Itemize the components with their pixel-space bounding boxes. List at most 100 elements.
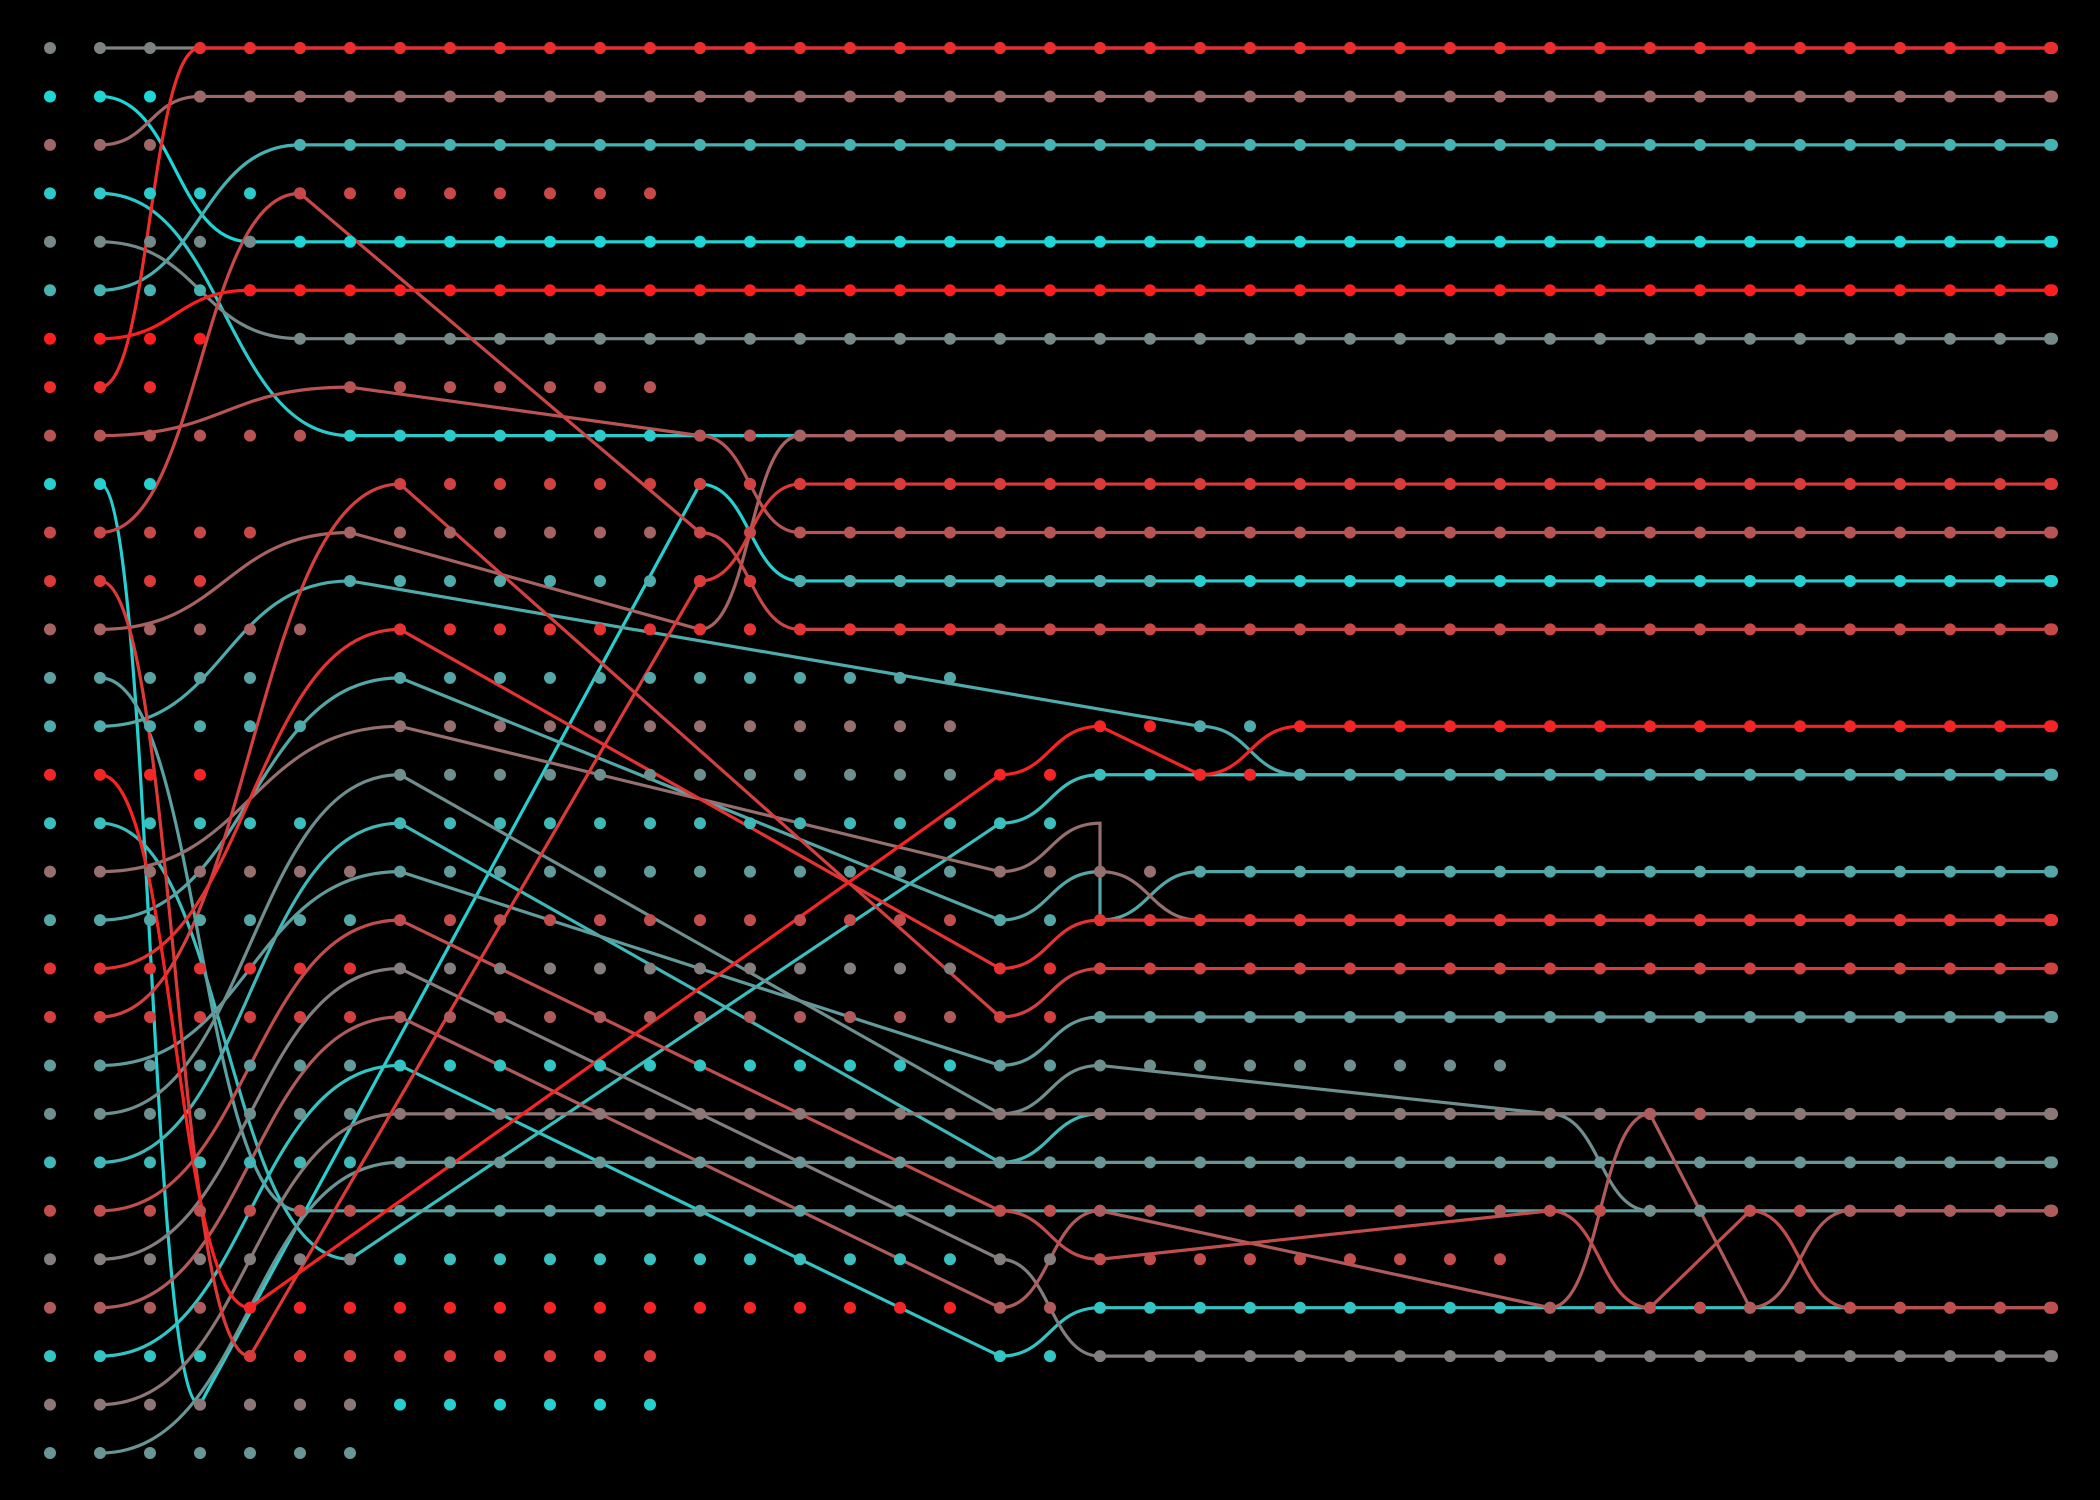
data-point	[994, 623, 1006, 636]
data-point	[1494, 1350, 1506, 1363]
data-point	[1894, 90, 1906, 103]
data-point	[944, 332, 956, 345]
data-point	[544, 1253, 556, 1266]
series-line-18	[99, 94, 2050, 147]
data-point	[1094, 623, 1106, 636]
start-marker	[44, 1301, 56, 1314]
data-point	[994, 429, 1006, 442]
data-point	[494, 865, 506, 878]
data-point	[1894, 235, 1906, 248]
data-point	[894, 817, 906, 830]
data-point	[594, 478, 606, 491]
data-point	[944, 623, 956, 636]
data-point	[1494, 284, 1506, 297]
data-point	[344, 381, 356, 394]
start-marker	[44, 1253, 56, 1266]
data-point	[694, 720, 706, 733]
data-point	[794, 429, 806, 442]
data-point	[1444, 138, 1456, 151]
data-point	[1144, 1253, 1156, 1266]
data-point	[694, 1011, 706, 1023]
data-point	[644, 381, 656, 394]
data-point	[1444, 768, 1456, 781]
data-point	[1794, 235, 1806, 248]
data-point	[1444, 332, 1456, 345]
data-point	[1894, 332, 1906, 345]
data-point	[1344, 429, 1356, 442]
data-point	[694, 478, 706, 491]
data-point	[394, 817, 406, 830]
data-point	[94, 720, 106, 733]
data-point	[994, 914, 1006, 927]
data-point	[744, 574, 756, 587]
data-point	[1444, 865, 1456, 878]
data-point	[194, 90, 206, 103]
data-point	[1394, 332, 1406, 345]
data-point	[1294, 914, 1306, 927]
data-point	[544, 1059, 556, 1072]
data-point	[1494, 1059, 1506, 1072]
data-point	[844, 720, 856, 733]
data-point	[194, 429, 206, 442]
data-point	[1594, 332, 1606, 345]
data-point	[144, 914, 156, 927]
data-point	[1144, 284, 1156, 297]
data-point	[1944, 90, 1956, 103]
data-point	[544, 865, 556, 878]
series-line-3	[99, 1063, 2050, 1358]
data-point	[1894, 1156, 1906, 1169]
data-point	[1444, 1204, 1456, 1217]
data-point	[144, 865, 156, 878]
series-line-15	[99, 966, 2050, 1358]
data-point	[1644, 720, 1656, 733]
start-marker	[44, 623, 56, 636]
data-point	[444, 478, 456, 491]
data-point	[1694, 526, 1706, 539]
data-point	[194, 865, 206, 878]
data-point	[794, 914, 806, 927]
data-point	[1694, 1156, 1706, 1169]
data-point	[1544, 768, 1556, 781]
data-point	[794, 720, 806, 733]
data-point	[394, 284, 406, 297]
data-point	[1444, 284, 1456, 297]
data-point	[194, 1447, 206, 1460]
data-point	[1744, 1107, 1756, 1120]
data-point	[144, 1059, 156, 1072]
data-point	[844, 235, 856, 248]
series-line-23	[99, 191, 2050, 631]
data-point	[244, 914, 256, 927]
data-point	[1394, 42, 1406, 54]
data-point	[744, 1156, 756, 1169]
data-point	[494, 284, 506, 297]
data-point	[1894, 478, 1906, 491]
data-point	[1744, 284, 1756, 297]
data-point	[1794, 526, 1806, 539]
data-point	[394, 42, 406, 54]
data-point	[1794, 574, 1806, 587]
data-point	[1994, 720, 2006, 733]
data-point	[1644, 1011, 1656, 1023]
data-point	[1094, 962, 1106, 975]
data-point	[1394, 962, 1406, 975]
data-point	[1494, 962, 1506, 975]
data-point	[494, 381, 506, 394]
data-point	[844, 623, 856, 636]
data-point	[1044, 962, 1056, 975]
data-point	[1944, 914, 1956, 927]
data-point	[394, 1350, 406, 1363]
start-marker	[44, 574, 56, 587]
data-point	[1094, 478, 1106, 491]
data-point	[944, 138, 956, 151]
data-point	[1294, 235, 1306, 248]
data-point	[1194, 1156, 1206, 1169]
data-point	[1544, 914, 1556, 927]
data-point	[194, 1301, 206, 1314]
data-point	[1144, 1350, 1156, 1363]
data-point	[794, 42, 806, 54]
data-point	[1644, 90, 1656, 103]
data-point	[1494, 478, 1506, 491]
data-point	[1594, 914, 1606, 927]
data-point	[844, 817, 856, 830]
data-point	[694, 138, 706, 151]
